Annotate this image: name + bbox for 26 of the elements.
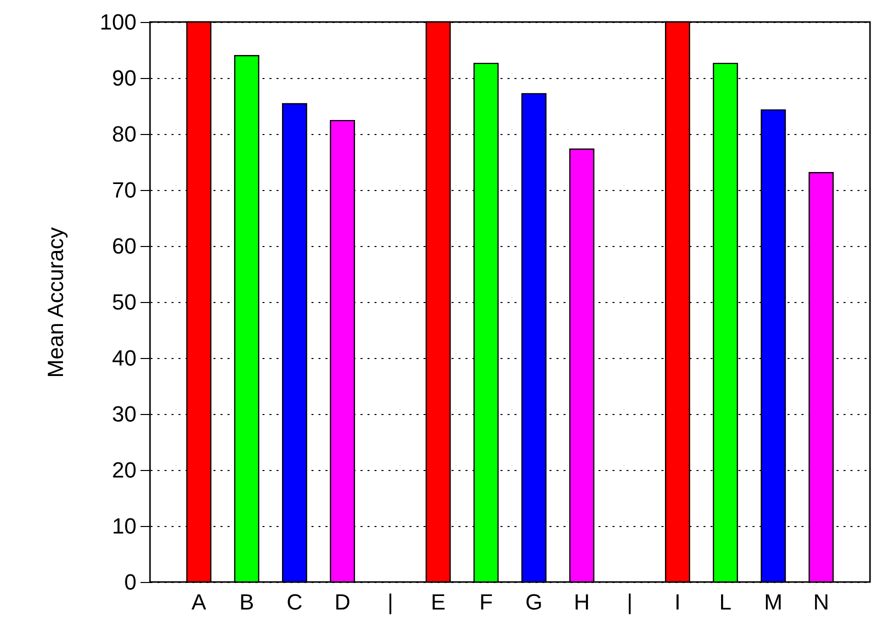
y-tick-label: 10 xyxy=(112,514,136,538)
y-tick-label: 100 xyxy=(100,10,136,34)
y-tick-label: 40 xyxy=(112,346,136,370)
x-tick-label: B xyxy=(239,590,254,614)
x-tick-label: D xyxy=(334,590,350,614)
x-tick-label: G xyxy=(525,590,542,614)
y-tick-label: 70 xyxy=(112,178,136,202)
x-tick-label: L xyxy=(719,590,732,614)
y-tick-label: 50 xyxy=(112,290,136,314)
x-tick-label: N xyxy=(813,590,830,614)
y-axis-title: Mean Accuracy xyxy=(42,227,68,378)
x-tick-label: | xyxy=(626,590,633,614)
y-tick-label: 0 xyxy=(124,570,136,594)
x-tick-label: | xyxy=(387,590,394,614)
y-tick-label: 20 xyxy=(112,458,136,482)
y-tick-label: 30 xyxy=(112,402,136,426)
x-tick-label: E xyxy=(430,590,446,614)
x-tick-label: A xyxy=(191,590,206,614)
x-tick-label: F xyxy=(479,590,493,614)
y-tick-label: 80 xyxy=(112,122,136,146)
y-tick-label: 60 xyxy=(112,234,136,258)
x-tick-label: M xyxy=(764,590,782,614)
y-tick-label: 90 xyxy=(112,66,136,90)
x-tick-label: I xyxy=(674,590,681,614)
x-tick-label: C xyxy=(286,590,303,614)
x-tick-label: H xyxy=(574,590,590,614)
